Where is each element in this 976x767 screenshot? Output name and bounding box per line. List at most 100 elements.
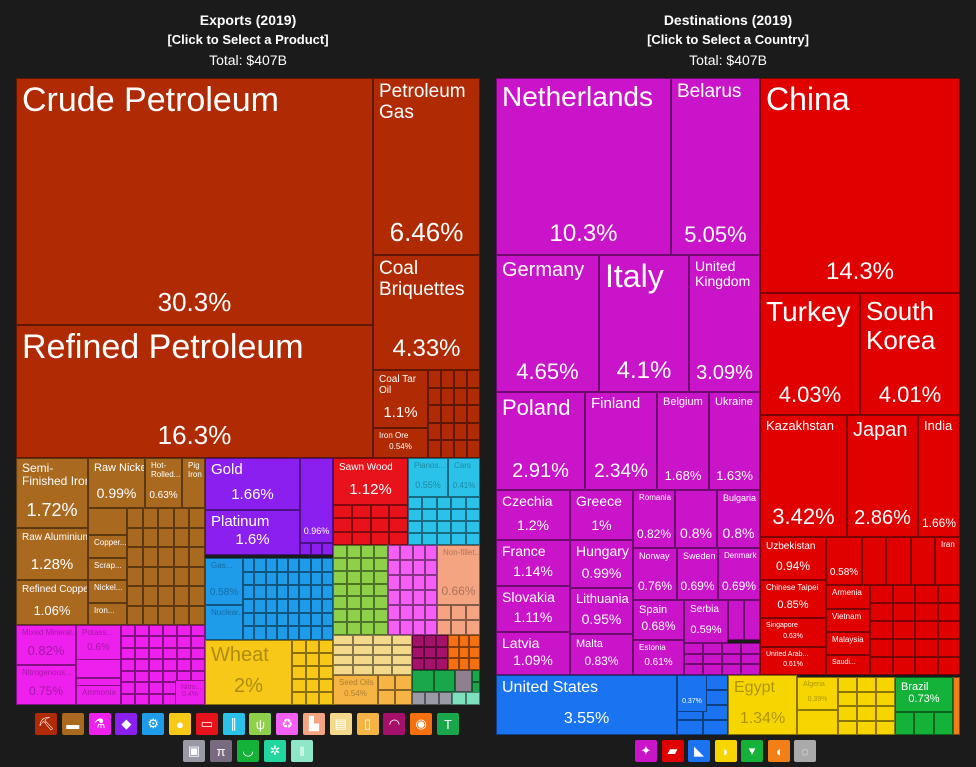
treemap-tile[interactable] (265, 612, 277, 627)
treemap-tile[interactable] (469, 658, 480, 670)
treemap-tile[interactable] (158, 508, 174, 528)
treemap-tile[interactable] (333, 531, 352, 545)
treemap-tile-us[interactable]: United States 3.55% (496, 675, 677, 735)
treemap-tile[interactable] (305, 666, 320, 679)
treemap-tile[interactable] (333, 596, 347, 610)
treemap-tile[interactable] (374, 557, 388, 571)
treemap-tile[interactable] (436, 497, 452, 509)
treemap-tile[interactable] (121, 659, 135, 671)
treemap-tile[interactable] (191, 647, 205, 660)
treemap-tile[interactable] (149, 670, 163, 683)
treemap-tile[interactable] (469, 635, 480, 647)
treemap-tile[interactable] (436, 658, 448, 670)
treemap-tile[interactable] (465, 521, 480, 533)
treemap-tile-italy[interactable]: Italy 4.1% (599, 255, 689, 392)
treemap-tile[interactable] (191, 636, 205, 648)
other-icon[interactable]: ◌ (794, 740, 816, 762)
treemap-tile[interactable] (472, 670, 480, 682)
treemap-tile[interactable] (360, 557, 375, 571)
treemap-tile-hotroll[interactable]: Hot- Rolled... 0.63% (145, 458, 182, 508)
treemap-tile[interactable] (870, 639, 893, 657)
treemap-tile[interactable] (288, 571, 300, 586)
treemap-tile-coaltar[interactable]: Coal Tar Oil 1.1% (373, 370, 428, 428)
treemap-tile[interactable] (915, 621, 938, 639)
treemap-tile-poland[interactable]: Poland 2.91% (496, 392, 585, 490)
treemap-tile[interactable] (319, 653, 333, 666)
treemap-tile-unl037[interactable]: 0.37% (677, 675, 707, 712)
treemap-tile[interactable] (173, 566, 190, 586)
treemap-tile[interactable] (135, 682, 149, 694)
treemap-tile[interactable] (173, 508, 190, 528)
treemap-tile[interactable] (374, 622, 388, 635)
treemap-tile[interactable] (452, 692, 466, 705)
treemap-tile-turkey[interactable]: Turkey 4.03% (760, 293, 860, 415)
treemap-tile-mixedmin[interactable]: Mixed Mineral... 0.82% (16, 625, 76, 665)
treemap-tile[interactable] (135, 670, 149, 683)
treemap-tile[interactable] (392, 635, 412, 645)
treemap-tile-japan[interactable]: Japan 2.86% (847, 415, 918, 537)
treemap-tile-malaysia[interactable]: Malaysia (826, 632, 870, 655)
treemap-tile[interactable] (741, 643, 760, 654)
treemap-tile[interactable] (933, 712, 953, 735)
treemap-tile[interactable] (422, 521, 437, 533)
treemap-tile[interactable] (319, 666, 333, 679)
treemap-tile[interactable] (937, 657, 960, 675)
treemap-tile[interactable] (465, 620, 480, 635)
treemap-tile[interactable] (189, 527, 205, 547)
treemap-tile[interactable] (465, 605, 480, 620)
treemap-tile[interactable] (135, 693, 149, 705)
treemap-tile[interactable] (392, 645, 412, 655)
treemap-tile[interactable] (360, 545, 375, 558)
treemap-tile[interactable] (177, 659, 191, 671)
shoe-icon[interactable]: ◡ (237, 740, 259, 762)
treemap-tile[interactable] (436, 533, 452, 545)
treemap-tile[interactable] (455, 670, 472, 692)
treemap-tile[interactable] (333, 518, 352, 532)
treemap-tile-refined[interactable]: Refined Petroleum 16.3% (16, 325, 373, 458)
treemap-tile[interactable] (467, 405, 480, 423)
treemap-tile[interactable] (395, 690, 412, 705)
treemap-tile[interactable] (292, 666, 306, 679)
treemap-tile[interactable] (412, 658, 424, 670)
treemap-tile[interactable] (374, 596, 388, 610)
treemap-tile[interactable] (465, 509, 480, 521)
treemap-tile[interactable] (467, 387, 480, 406)
treemap-tile-unl08[interactable]: 0.8% (675, 490, 717, 548)
treemap-tile[interactable] (352, 635, 373, 645)
treemap-tile[interactable] (400, 545, 413, 560)
easel-icon[interactable]: π (210, 740, 232, 762)
treemap-tile[interactable] (158, 547, 174, 567)
treemap-tile[interactable] (428, 422, 441, 441)
treemap-tile[interactable] (149, 682, 163, 694)
treemap-tile[interactable] (346, 545, 361, 558)
treemap-tile[interactable] (876, 691, 895, 706)
treemap-tile[interactable] (424, 646, 436, 659)
treemap-tile[interactable] (127, 605, 143, 625)
treemap-tile[interactable] (299, 626, 311, 640)
treemap-tile[interactable] (722, 664, 741, 675)
treemap-tile[interactable] (703, 643, 722, 654)
treemap-tile[interactable] (412, 620, 425, 635)
treemap-tile[interactable] (436, 635, 448, 647)
treemap-tile-pigiron[interactable]: Pig Iron (182, 458, 205, 508)
africa-icon[interactable]: ◗ (714, 740, 737, 762)
treemap-tile[interactable] (142, 527, 159, 547)
treemap-tile[interactable] (254, 612, 266, 627)
treemap-tile-ukraine[interactable]: Ukraine 1.63% (709, 392, 760, 490)
treemap-tile[interactable] (392, 655, 412, 665)
treemap-tile[interactable] (288, 626, 300, 640)
treemap-tile[interactable] (937, 639, 960, 657)
treemap-tile[interactable] (127, 586, 143, 606)
treemap-tile[interactable] (292, 640, 306, 653)
treemap-tile-hungary[interactable]: Hungary 0.99% (570, 540, 633, 588)
treemap-tile[interactable] (189, 547, 205, 567)
treemap-tile-algeria[interactable]: Algeria 0.39% (797, 677, 838, 710)
treemap-tile[interactable] (424, 605, 437, 620)
treemap-tile-saudi[interactable]: Saudi... (826, 655, 870, 675)
animal-icon[interactable]: ▙ (303, 713, 325, 735)
treemap-tile-belgium[interactable]: Belgium 1.68% (657, 392, 709, 490)
treemap-tile[interactable] (915, 639, 938, 657)
treemap-tile-nitrogen[interactable]: Nitrogenous... 0.75% (16, 665, 76, 705)
treemap-tile[interactable] (448, 646, 459, 659)
treemap-tile-latvia[interactable]: Latvia 1.09% (496, 632, 570, 675)
